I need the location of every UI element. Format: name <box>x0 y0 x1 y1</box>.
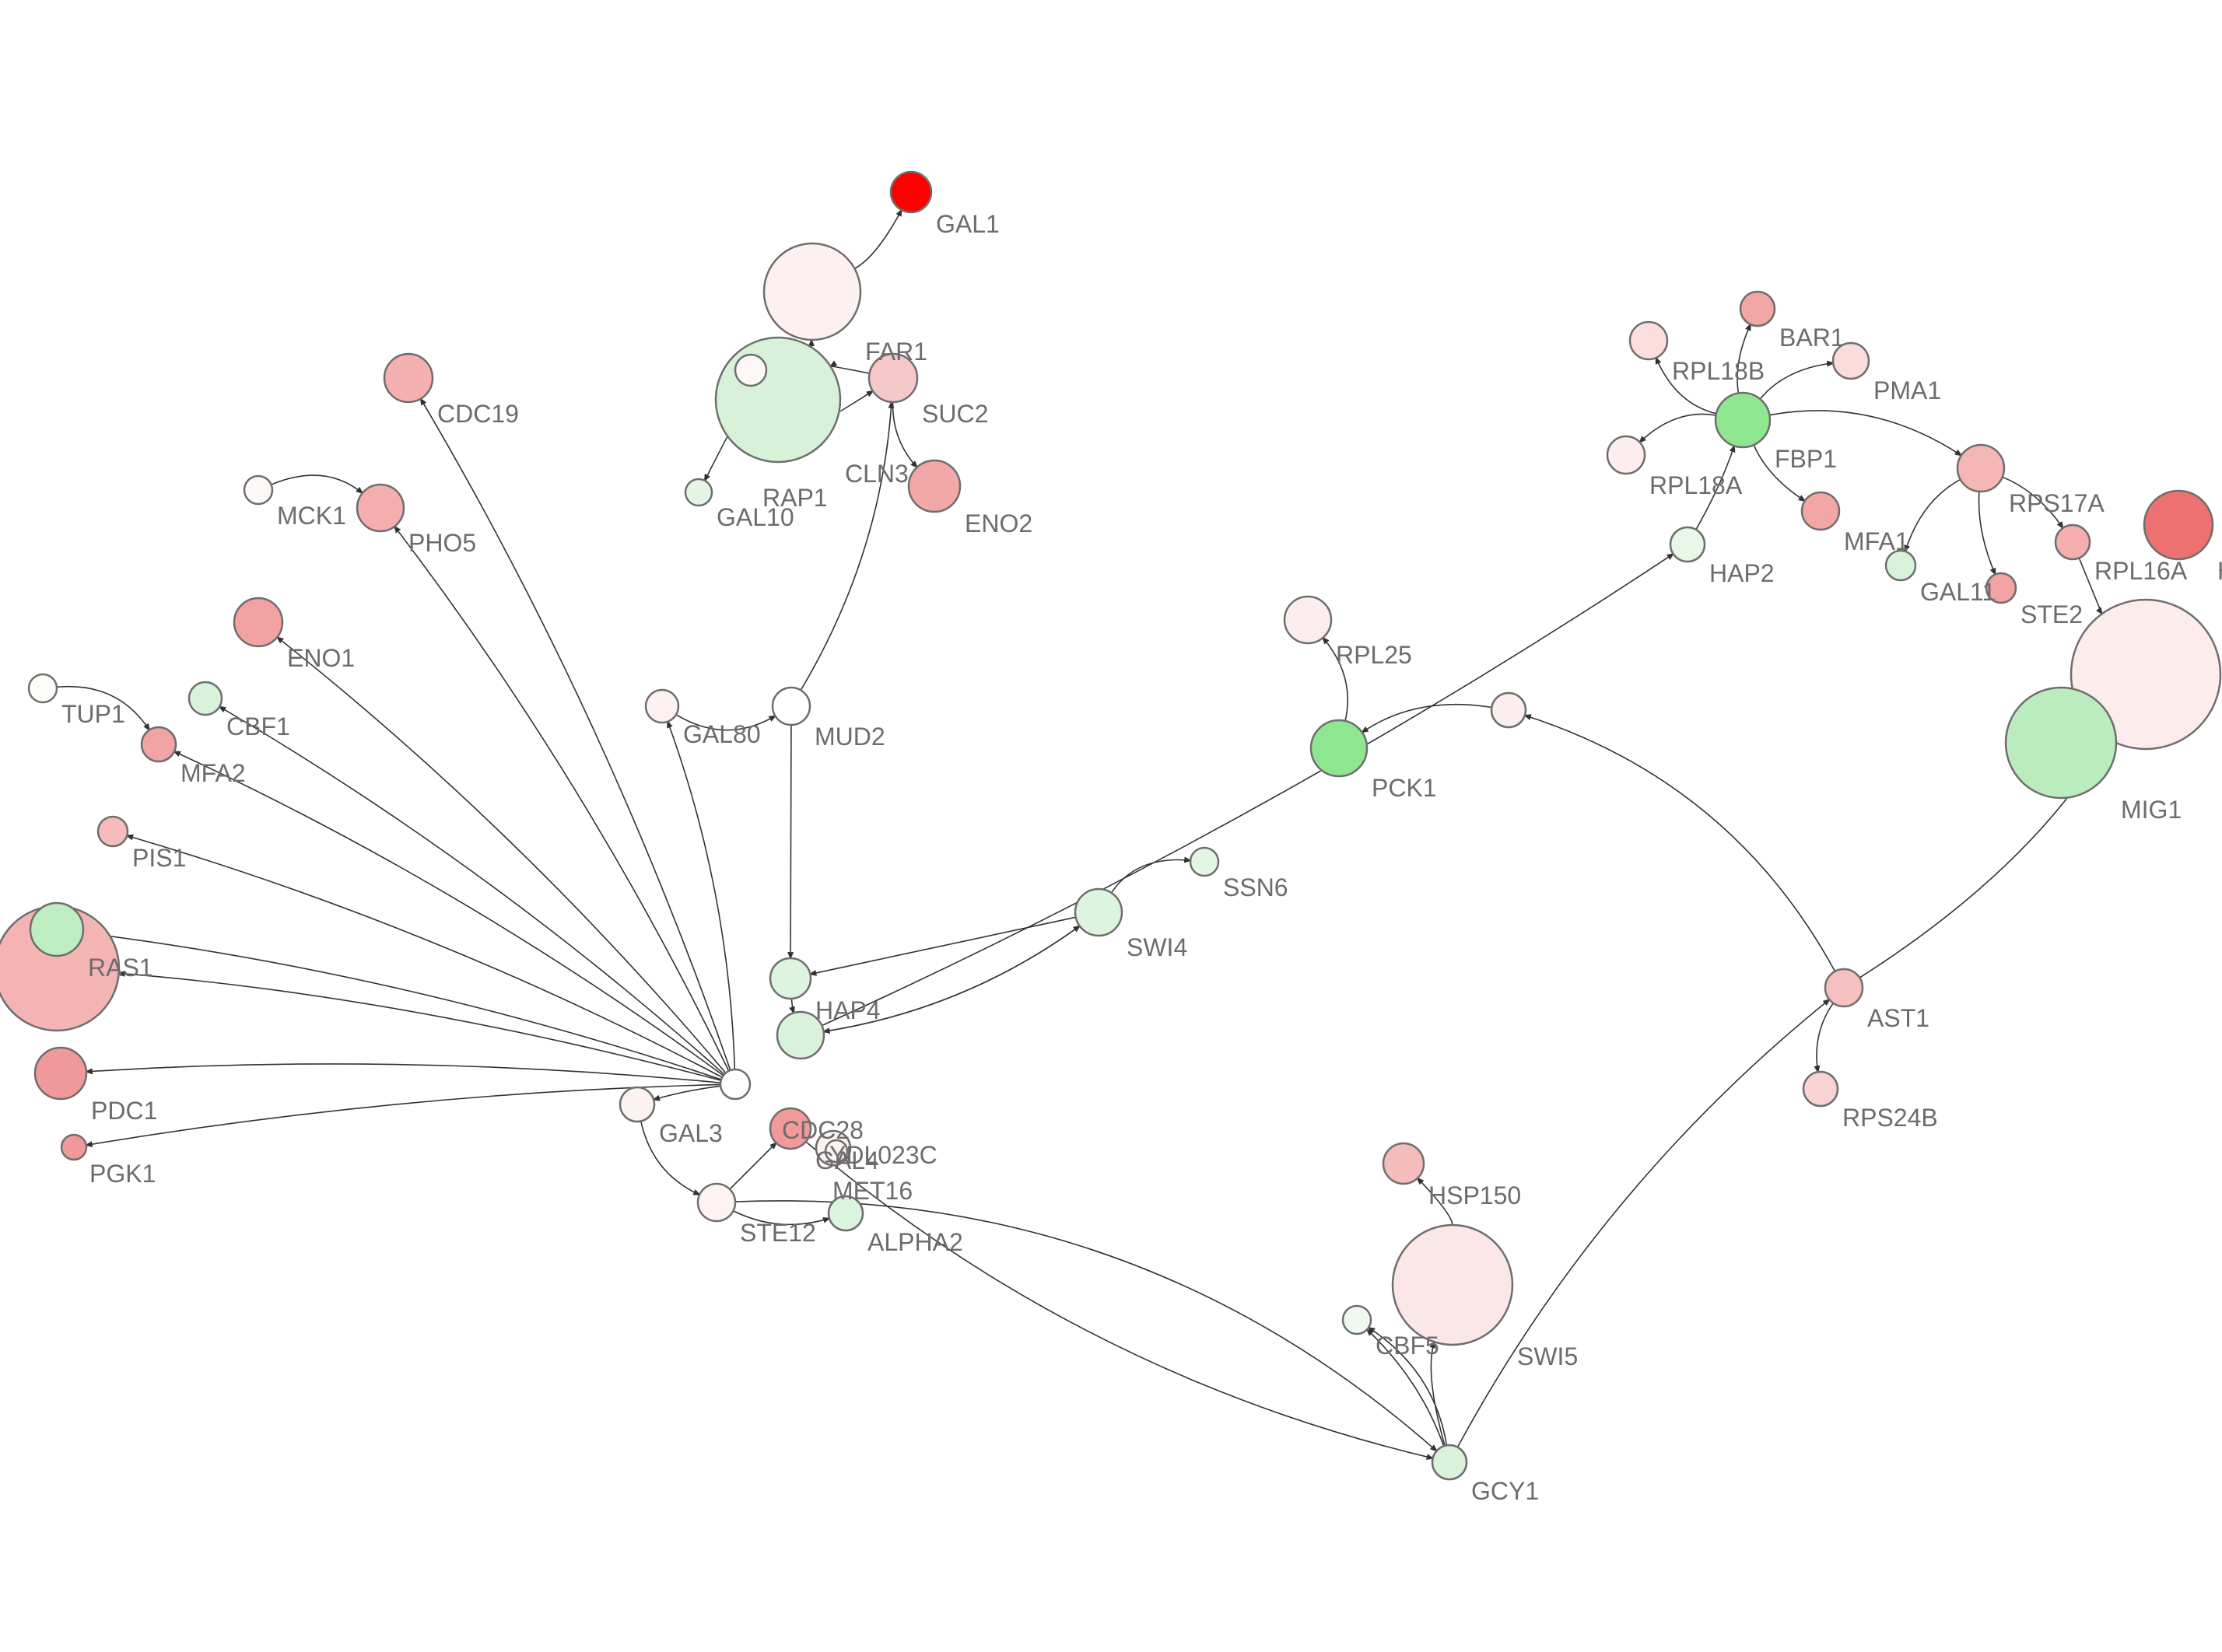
svg-text:PGK1: PGK1 <box>89 1160 156 1188</box>
svg-text:HSP150: HSP150 <box>1428 1181 1521 1209</box>
svg-text:SUC2: SUC2 <box>922 400 988 428</box>
svg-text:GAL11: GAL11 <box>1920 578 1996 606</box>
svg-text:CDC28: CDC28 <box>782 1116 864 1144</box>
svg-text:CDC19: CDC19 <box>437 400 519 428</box>
svg-text:CLN3: CLN3 <box>845 460 909 488</box>
svg-text:PMA1: PMA1 <box>1873 376 1941 404</box>
svg-text:GAL3: GAL3 <box>659 1119 723 1147</box>
svg-text:GAL10: GAL10 <box>717 503 794 531</box>
svg-text:SWI4: SWI4 <box>1127 933 1187 961</box>
svg-text:HIS4: HIS4 <box>2217 557 2222 585</box>
svg-text:MFA1: MFA1 <box>1844 527 1909 555</box>
svg-text:SSN6: SSN6 <box>1223 873 1288 901</box>
svg-text:CBF5: CBF5 <box>1376 1332 1439 1360</box>
svg-text:MET16: MET16 <box>832 1177 913 1205</box>
svg-text:TUP1: TUP1 <box>61 700 125 728</box>
svg-text:STE12: STE12 <box>740 1219 816 1247</box>
svg-text:ENO1: ENO1 <box>287 644 355 672</box>
svg-text:SWI5: SWI5 <box>1517 1342 1578 1370</box>
svg-text:PCK1: PCK1 <box>1372 774 1437 802</box>
svg-text:HAP4: HAP4 <box>815 996 881 1024</box>
svg-text:STE2: STE2 <box>2020 600 2083 628</box>
svg-text:RPS17A: RPS17A <box>2009 489 2105 517</box>
svg-text:MIG1: MIG1 <box>2121 796 2182 824</box>
svg-text:PIS1: PIS1 <box>132 844 186 872</box>
svg-text:MCK1: MCK1 <box>277 502 346 530</box>
svg-text:BAR1: BAR1 <box>1779 324 1845 352</box>
svg-text:RAS1: RAS1 <box>88 954 153 982</box>
svg-text:FAR1: FAR1 <box>865 338 927 366</box>
svg-text:MFA2: MFA2 <box>180 759 246 787</box>
svg-text:PHO5: PHO5 <box>408 529 476 557</box>
svg-text:RPL25: RPL25 <box>1336 641 1412 669</box>
svg-text:CBF1: CBF1 <box>226 712 290 740</box>
svg-text:AST1: AST1 <box>1867 1004 1929 1032</box>
svg-text:GCY1: GCY1 <box>1471 1477 1539 1505</box>
svg-text:MUD2: MUD2 <box>815 723 885 751</box>
svg-text:RPL18A: RPL18A <box>1649 471 1743 499</box>
svg-text:FBP1: FBP1 <box>1775 445 1837 473</box>
svg-text:GAL80: GAL80 <box>683 720 761 748</box>
svg-text:ENO2: ENO2 <box>965 509 1032 537</box>
svg-text:ALPHA2: ALPHA2 <box>867 1228 963 1256</box>
svg-text:RPS24B: RPS24B <box>1842 1104 1938 1132</box>
svg-text:RPL18B: RPL18B <box>1672 357 1765 385</box>
svg-text:PDC1: PDC1 <box>91 1097 157 1125</box>
svg-text:RPL16A: RPL16A <box>2094 557 2188 585</box>
svg-text:GAL1: GAL1 <box>936 210 1000 238</box>
svg-text:YDL023C: YDL023C <box>829 1141 938 1169</box>
svg-text:HAP2: HAP2 <box>1709 559 1775 587</box>
